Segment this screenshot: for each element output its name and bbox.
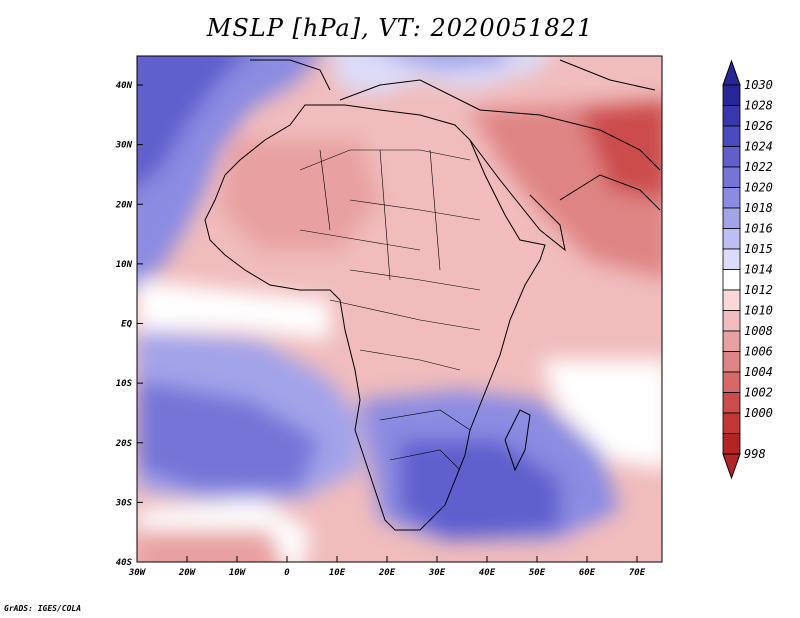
colorbar-label: 1028 (744, 99, 773, 113)
lon-tick-label: 30E (428, 568, 446, 578)
map-frame (136, 55, 663, 563)
colorbar-label: 1006 (744, 345, 773, 359)
lon-tick-label: 10W (229, 568, 247, 578)
lat-tick-label: 20N (115, 200, 133, 210)
colorbar-label: 1000 (744, 406, 773, 420)
colorbar-swatch (722, 146, 741, 168)
lon-tick-label: 70E (629, 568, 646, 578)
colorbar-swatch (722, 228, 741, 250)
colorbar-swatch (722, 125, 741, 147)
colorbar: 1030 1028 1026 1024 1022 1020 1018 1016 1015 1014… (722, 59, 773, 480)
lat-tick-label: 10N (116, 260, 133, 270)
colorbar-swatch (722, 105, 741, 127)
lat-tick-label: 10S (116, 379, 133, 389)
colorbar-label: 1022 (744, 160, 773, 174)
colorbar-bottom-arrow (722, 453, 741, 480)
colorbar-swatch (722, 310, 741, 332)
lat-tick-label: 30S (115, 498, 133, 508)
colorbar-swatch (722, 248, 741, 270)
longitude-axis: 30W 20W 10W 0 10E 20E 30E 40E 50E 60E 70E (128, 556, 646, 578)
credit-text: GrADS: IGES/COLA (4, 604, 82, 613)
colorbar-swatch (722, 433, 741, 455)
lat-tick-label: EQ (121, 320, 132, 330)
colorbar-label: 1015 (744, 242, 773, 256)
colorbar-label: 1018 (744, 201, 773, 215)
latitude-axis: 40N 30N 20N 10N EQ 10S 20S 30S 40S (115, 81, 143, 568)
lat-tick-label: 40N (116, 81, 133, 91)
lon-tick-label: 20E (378, 568, 396, 578)
colorbar-label: 1024 (744, 140, 773, 154)
colorbar-label: 1012 (744, 283, 773, 297)
colorbar-swatch (722, 207, 741, 229)
colorbar-swatch (722, 289, 741, 311)
colorbar-label: 1010 (744, 304, 773, 318)
lon-tick-label: 0 (284, 568, 290, 578)
colorbar-label: 1026 (744, 119, 773, 133)
colorbar-top-arrow (722, 59, 741, 86)
pressure-field (137, 56, 662, 562)
lon-tick-label: 20W (178, 568, 197, 578)
colorbar-label: 1016 (744, 222, 773, 236)
colorbar-label: 1020 (744, 181, 773, 195)
colorbar-swatch (722, 84, 741, 106)
colorbar-label: 1014 (744, 263, 773, 277)
lat-tick-label: 40S (116, 558, 133, 568)
colorbar-label: 1004 (744, 365, 773, 379)
colorbar-swatch (722, 269, 741, 291)
lat-tick-label: 20S (115, 439, 133, 449)
map-title: MSLP [hPa], VT: 2020051821 (206, 14, 594, 42)
lat-tick-label: 30N (115, 141, 133, 151)
colorbar-swatch (722, 371, 741, 393)
colorbar-label: 1002 (744, 386, 773, 400)
colorbar-swatch (722, 351, 741, 373)
coastlines (204, 59, 661, 531)
colorbar-swatch (722, 330, 741, 352)
colorbar-label: 1008 (744, 324, 773, 338)
colorbar-swatch (722, 392, 741, 414)
lon-tick-label: 60E (579, 568, 596, 578)
lon-tick-label: 30W (128, 568, 147, 578)
colorbar-swatch (722, 187, 741, 209)
colorbar-label: 1030 (744, 78, 773, 92)
colorbar-swatch (722, 412, 741, 434)
lon-tick-label: 10E (329, 568, 346, 578)
lon-tick-label: 40E (479, 568, 496, 578)
lon-tick-label: 50E (529, 568, 546, 578)
colorbar-swatch (722, 166, 741, 188)
colorbar-label: 998 (744, 447, 766, 461)
